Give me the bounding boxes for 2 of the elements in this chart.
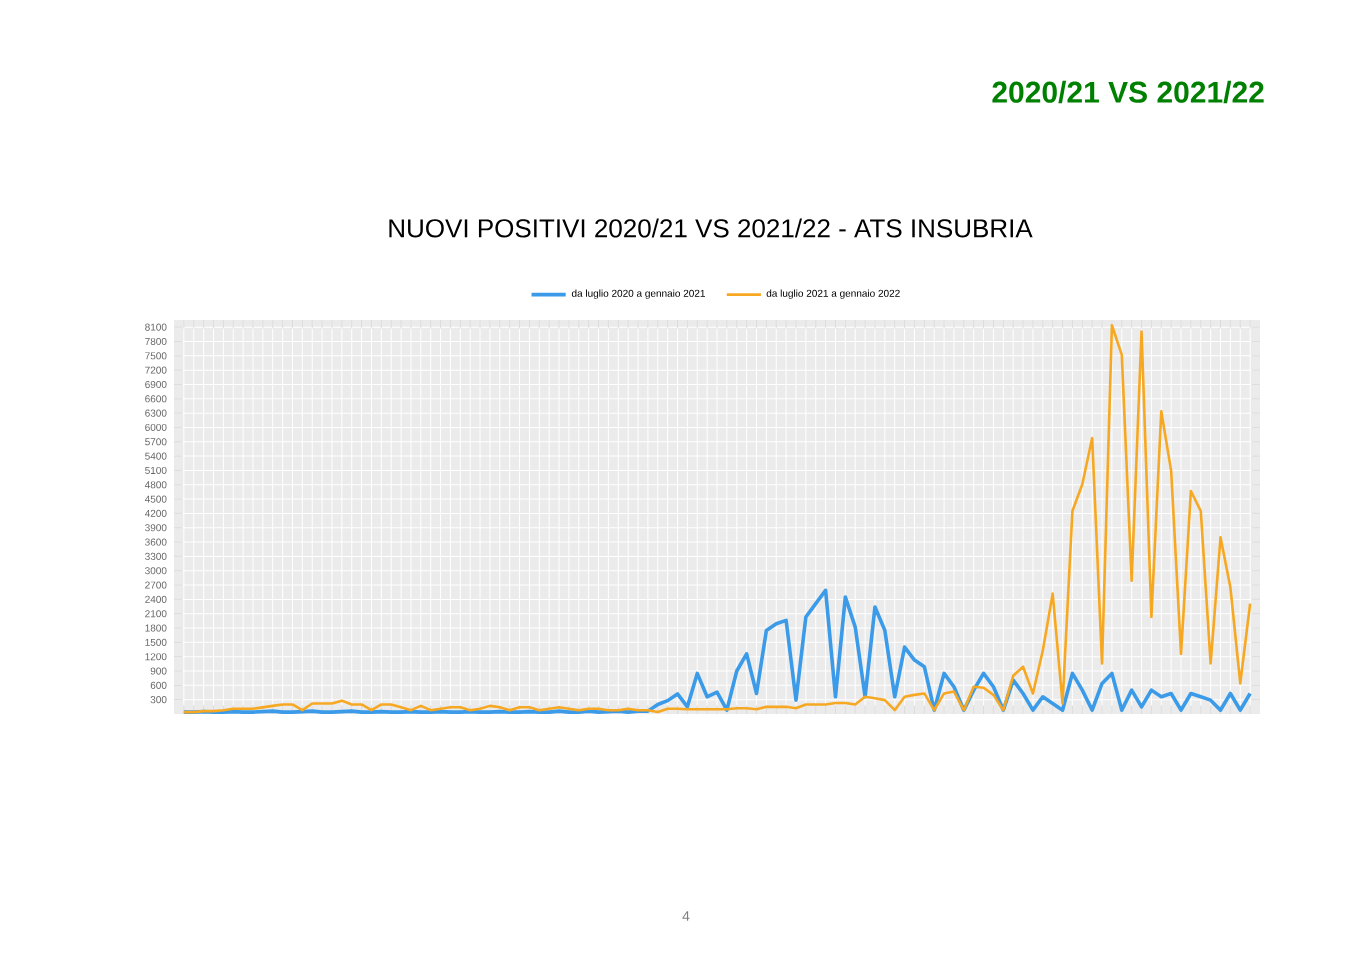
text: 2020/21 VS 2021/22: [992, 80, 1264, 104]
chart-title: NUOVI POSITIVI 2020/21 VS 2021/22 - ATS INSUBRIA: [389, 218, 1033, 238]
